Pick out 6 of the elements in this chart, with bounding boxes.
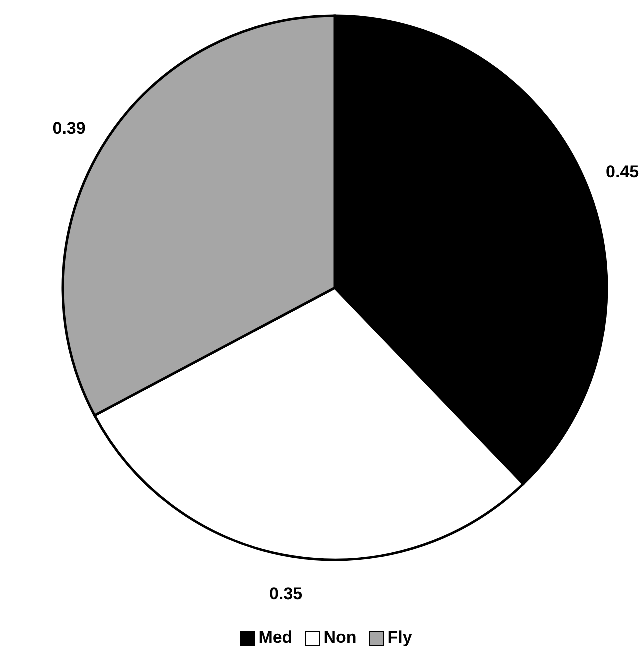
- data-label: 0.45: [606, 162, 640, 182]
- data-label: 0.39: [52, 118, 86, 138]
- legend-label: Non: [322, 628, 357, 648]
- legend-label: Fly: [386, 628, 412, 648]
- legend-label: Med: [258, 628, 293, 648]
- data-label: 0.35: [270, 584, 303, 604]
